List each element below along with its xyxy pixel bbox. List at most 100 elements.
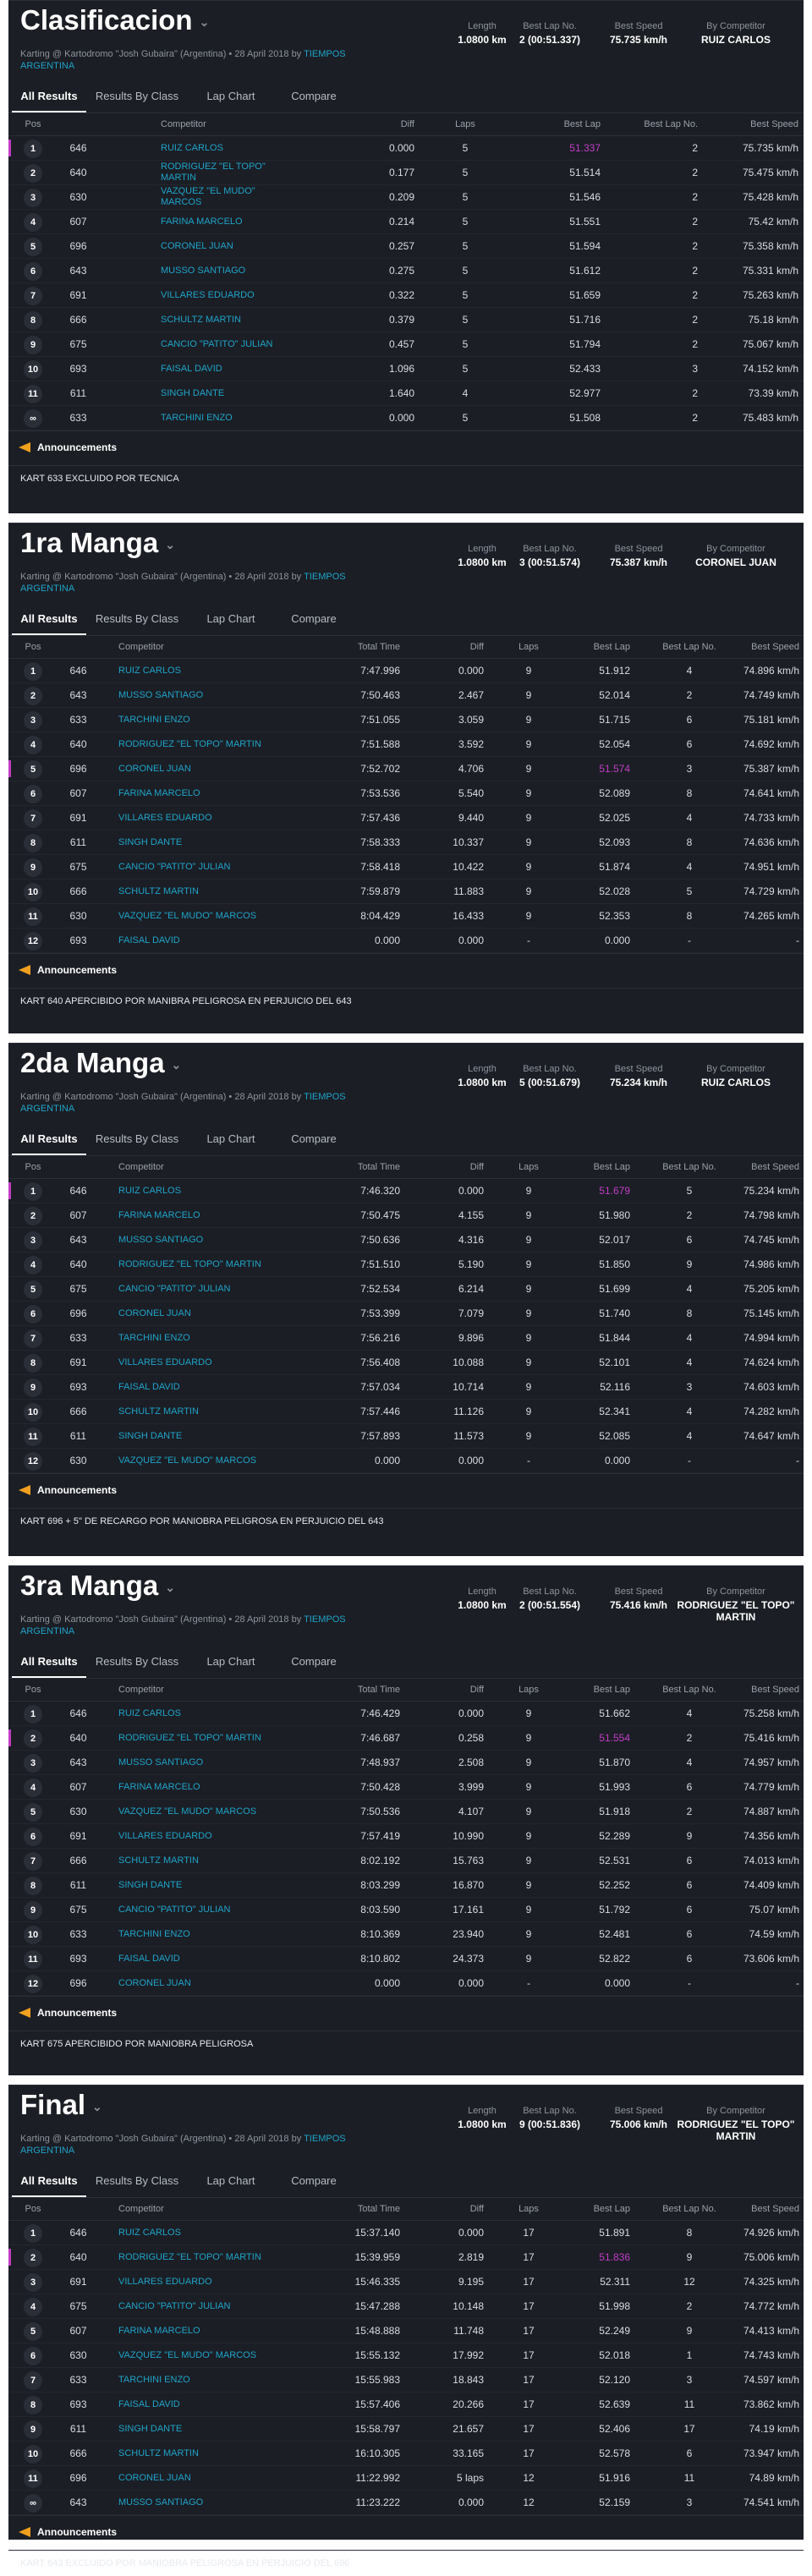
announcements-bar[interactable]: Announcements <box>8 1473 804 1508</box>
session-title[interactable]: 2da Manga ⌄ <box>20 1047 181 1079</box>
competitor-link[interactable]: RODRIGUEZ "EL TOPO" MARTIN <box>118 1733 261 1743</box>
table-row[interactable]: 3 643 MUSSO SANTIAGO 7:50.636 4.316 9 52.017 6 7… <box>8 1228 804 1252</box>
table-row[interactable]: 1 646 RUIZ CARLOS 7:47.996 0.000 9 51.912 4 74.8… <box>8 659 804 683</box>
competitor-link[interactable]: RUIZ CARLOS <box>118 1708 181 1718</box>
column-header-best-lap-no[interactable]: Best Lap No. <box>662 1685 716 1695</box>
competitor-link[interactable]: FAISAL DAVID <box>118 2399 180 2409</box>
competitor-link[interactable]: FARINA MARCELO <box>118 2326 200 2336</box>
competitor-link[interactable]: FARINA MARCELO <box>118 1782 200 1792</box>
column-header-competitor[interactable]: Competitor <box>118 1685 164 1695</box>
table-row[interactable]: 11 693 FAISAL DAVID 8:10.802 24.373 9 52.822 6 7… <box>8 1947 804 1971</box>
competitor-link[interactable]: SCHULTZ MARTIN <box>118 886 199 896</box>
table-row[interactable]: 8 691 VILLARES EDUARDO 7:56.408 10.088 9 52.10… <box>8 1351 804 1375</box>
competitor-link[interactable]: VILLARES EDUARDO <box>118 1831 212 1841</box>
competitor-link[interactable]: MUSSO SANTIAGO <box>118 2497 204 2507</box>
tab-compare[interactable]: Compare <box>291 2174 337 2187</box>
table-row[interactable]: 3 643 MUSSO SANTIAGO 7:48.937 2.508 9 51.870 4 7… <box>8 1751 804 1775</box>
competitor-link[interactable]: TARCHINI ENZO <box>161 413 233 423</box>
column-header-laps[interactable]: Laps <box>518 1685 539 1695</box>
column-header-laps[interactable]: Laps <box>518 2204 539 2214</box>
table-row[interactable]: 1 646 RUIZ CARLOS 7:46.429 0.000 9 51.662 4 75.2… <box>8 1702 804 1726</box>
competitor-link[interactable]: TARCHINI ENZO <box>118 715 190 725</box>
table-row[interactable]: 6 696 CORONEL JUAN 7:53.399 7.079 9 51.740 8 75.… <box>8 1302 804 1326</box>
announcements-bar[interactable]: Announcements <box>8 2515 804 2550</box>
table-row[interactable]: 12 630 VAZQUEZ "EL MUDO" MARCOS 0.000 0.000 -… <box>8 1449 804 1473</box>
table-row[interactable]: 4 640 RODRIGUEZ "EL TOPO" MARTIN 7:51.588 3.… <box>8 732 804 757</box>
table-row[interactable]: 12 696 CORONEL JUAN 0.000 0.000 - 0.000 - - <box>8 1971 804 1996</box>
competitor-link[interactable]: VAZQUEZ "EL MUDO" MARCOS <box>118 911 257 921</box>
column-header-best-lap-no[interactable]: Best Lap No. <box>662 2204 716 2214</box>
table-row[interactable]: 5 696 CORONEL JUAN 7:52.702 4.706 9 51.574 3 75.… <box>8 757 804 781</box>
competitor-link[interactable]: MUSSO SANTIAGO <box>161 266 246 276</box>
table-row[interactable]: 10 666 SCHULTZ MARTIN 7:57.446 11.126 9 52.341… <box>8 1400 804 1424</box>
competitor-link[interactable]: RODRIGUEZ "EL TOPO" MARTIN <box>161 162 266 183</box>
tab-lap-chart[interactable]: Lap Chart <box>206 2174 255 2187</box>
table-row[interactable]: 10 693 FAISAL DAVID 1.096 5 52.433 3 74.152 km/… <box>8 357 804 381</box>
competitor-link[interactable]: SCHULTZ MARTIN <box>118 1855 199 1866</box>
column-header-laps[interactable]: Laps <box>455 119 475 129</box>
tab-all-results[interactable]: All Results <box>12 2167 86 2197</box>
competitor-link[interactable]: MUSSO SANTIAGO <box>118 1235 204 1245</box>
tab-all-results[interactable]: All Results <box>12 1125 86 1155</box>
competitor-link[interactable]: RUIZ CARLOS <box>118 666 181 676</box>
competitor-link[interactable]: CORONEL JUAN <box>118 1308 191 1318</box>
table-row[interactable]: ∞ 633 TARCHINI ENZO 0.000 5 51.508 2 75.483 km/… <box>8 406 804 430</box>
table-row[interactable]: 12 693 FAISAL DAVID 0.000 0.000 - 0.000 - - <box>8 929 804 953</box>
session-title[interactable]: 3ra Manga ⌄ <box>20 1570 175 1602</box>
tab-lap-chart[interactable]: Lap Chart <box>206 1132 255 1145</box>
competitor-link[interactable]: VILLARES EDUARDO <box>118 813 212 823</box>
competitor-link[interactable]: VAZQUEZ "EL MUDO" MARCOS <box>118 2350 257 2360</box>
organizer-link[interactable]: TIEMPOS ARGENTINA <box>20 572 346 594</box>
column-header-diff[interactable]: Diff <box>469 642 484 652</box>
table-row[interactable]: 4 675 CANCIO "PATITO" JULIAN 15:47.288 10.14… <box>8 2294 804 2319</box>
column-header-best-lap-no[interactable]: Best Lap No. <box>662 1162 716 1172</box>
column-header-pos[interactable]: Pos <box>25 1685 41 1695</box>
column-header-best-lap-no[interactable]: Best Lap No. <box>662 642 716 652</box>
competitor-link[interactable]: TARCHINI ENZO <box>118 1333 190 1343</box>
table-row[interactable]: 6 630 VAZQUEZ "EL MUDO" MARCOS 15:55.132 17.… <box>8 2343 804 2368</box>
competitor-link[interactable]: SINGH DANTE <box>118 1431 183 1441</box>
table-row[interactable]: 2 640 RODRIGUEZ "EL TOPO" MARTIN 7:46.687 0.… <box>8 1726 804 1751</box>
competitor-link[interactable]: VILLARES EDUARDO <box>118 2277 212 2287</box>
table-row[interactable]: 8 611 SINGH DANTE 8:03.299 16.870 9 52.252 6 74.… <box>8 1873 804 1898</box>
table-row[interactable]: 9 675 CANCIO "PATITO" JULIAN 0.457 5 51.794 2 7… <box>8 332 804 357</box>
column-header-total-time[interactable]: Total Time <box>357 1685 400 1695</box>
table-row[interactable]: 6 643 MUSSO SANTIAGO 0.275 5 51.612 2 75.331 km… <box>8 259 804 283</box>
table-row[interactable]: 5 607 FARINA MARCELO 15:48.888 11.748 17 52.24… <box>8 2319 804 2343</box>
competitor-link[interactable]: VAZQUEZ "EL MUDO" MARCOS <box>161 186 255 207</box>
column-header-best-lap[interactable]: Best Lap <box>593 1162 630 1172</box>
column-header-best-lap[interactable]: Best Lap <box>563 119 601 129</box>
competitor-link[interactable]: CANCIO "PATITO" JULIAN <box>161 339 273 349</box>
tab-compare[interactable]: Compare <box>291 612 337 625</box>
table-row[interactable]: 7 666 SCHULTZ MARTIN 8:02.192 15.763 9 52.531 6… <box>8 1849 804 1873</box>
table-row[interactable]: 8 693 FAISAL DAVID 15:57.406 20.266 17 52.639 1… <box>8 2392 804 2417</box>
column-header-best-lap[interactable]: Best Lap <box>593 2204 630 2214</box>
table-row[interactable]: 11 611 SINGH DANTE 1.640 4 52.977 2 73.39 km/h <box>8 381 804 406</box>
tab-lap-chart[interactable]: Lap Chart <box>206 1655 255 1668</box>
table-row[interactable]: 8 611 SINGH DANTE 7:58.333 10.337 9 52.093 8 74.… <box>8 830 804 855</box>
competitor-link[interactable]: SCHULTZ MARTIN <box>118 2448 199 2458</box>
column-header-best-lap[interactable]: Best Lap <box>593 642 630 652</box>
competitor-link[interactable]: CORONEL JUAN <box>118 2473 191 2483</box>
table-row[interactable]: 8 666 SCHULTZ MARTIN 0.379 5 51.716 2 75.18 km/… <box>8 308 804 332</box>
organizer-link[interactable]: TIEMPOS ARGENTINA <box>20 1614 346 1636</box>
table-row[interactable]: 4 640 RODRIGUEZ "EL TOPO" MARTIN 7:51.510 5.… <box>8 1252 804 1277</box>
column-header-diff[interactable]: Diff <box>469 1162 484 1172</box>
table-row[interactable]: 6 607 FARINA MARCELO 7:53.536 5.540 9 52.089 8 7… <box>8 781 804 806</box>
tab-results-by-class[interactable]: Results By Class <box>95 90 179 102</box>
competitor-link[interactable]: RODRIGUEZ "EL TOPO" MARTIN <box>118 1259 261 1269</box>
chevron-down-icon[interactable]: ⌄ <box>199 14 210 29</box>
table-row[interactable]: 11 630 VAZQUEZ "EL MUDO" MARCOS 8:04.429 16.… <box>8 904 804 929</box>
table-row[interactable]: 3 691 VILLARES EDUARDO 15:46.335 9.195 17 52.3… <box>8 2270 804 2294</box>
competitor-link[interactable]: FARINA MARCELO <box>161 216 243 227</box>
competitor-link[interactable]: FARINA MARCELO <box>118 1210 200 1220</box>
column-header-diff[interactable]: Diff <box>400 119 414 129</box>
competitor-link[interactable]: CANCIO "PATITO" JULIAN <box>118 1905 231 1915</box>
table-row[interactable]: 7 691 VILLARES EDUARDO 0.322 5 51.659 2 75.263 … <box>8 283 804 308</box>
table-row[interactable]: 10 666 SCHULTZ MARTIN 7:59.879 11.883 9 52.028… <box>8 880 804 904</box>
table-row[interactable]: 9 611 SINGH DANTE 15:58.797 21.657 17 52.406 17… <box>8 2417 804 2442</box>
chevron-down-icon[interactable]: ⌄ <box>171 1057 182 1072</box>
column-header-best-speed[interactable]: Best Speed <box>751 642 799 652</box>
competitor-link[interactable]: FAISAL DAVID <box>118 935 180 945</box>
column-header-total-time[interactable]: Total Time <box>357 2204 400 2214</box>
